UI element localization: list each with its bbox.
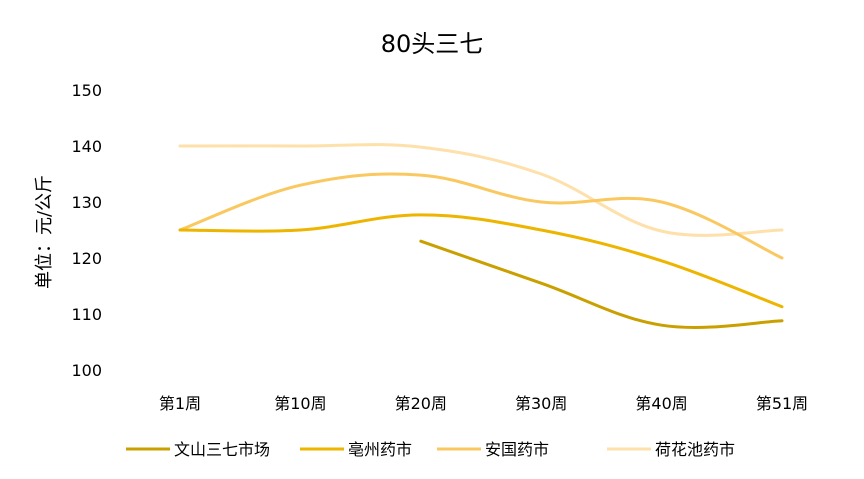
x-tick-label: 第20周 [395, 394, 447, 413]
y-tick-label: 120 [71, 249, 102, 268]
y-tick-label: 100 [71, 361, 102, 380]
series-line [178, 172, 784, 260]
x-tick-label: 第30周 [515, 394, 567, 413]
series-line [178, 143, 784, 237]
y-tick-label: 130 [71, 193, 102, 212]
chart-title: 80头三七 [381, 30, 484, 58]
y-axis-label: 单位：元/公斤 [34, 175, 55, 289]
legend-label: 亳州药市 [348, 440, 412, 459]
y-axis-ticks: 100 110 120 130 140 150 [71, 81, 102, 380]
legend-label: 文山三七市场 [174, 440, 270, 459]
x-tick-label: 第40周 [635, 394, 687, 413]
series-line [178, 213, 784, 309]
series-line [419, 239, 784, 329]
legend: 文山三七市场 亳州药市 安国药市 荷花池药市 [126, 440, 735, 459]
y-tick-label: 150 [71, 81, 102, 100]
x-tick-label: 第10周 [274, 394, 326, 413]
x-axis-ticks: 第1周 第10周 第20周 第30周 第40周 第51周 [159, 394, 808, 413]
x-tick-label: 第1周 [159, 394, 201, 413]
y-tick-label: 110 [71, 305, 102, 324]
x-tick-label: 第51周 [756, 394, 808, 413]
legend-label: 荷花池药市 [655, 440, 735, 459]
y-tick-label: 140 [71, 137, 102, 156]
series-lines [178, 143, 784, 329]
legend-label: 安国药市 [485, 440, 549, 459]
